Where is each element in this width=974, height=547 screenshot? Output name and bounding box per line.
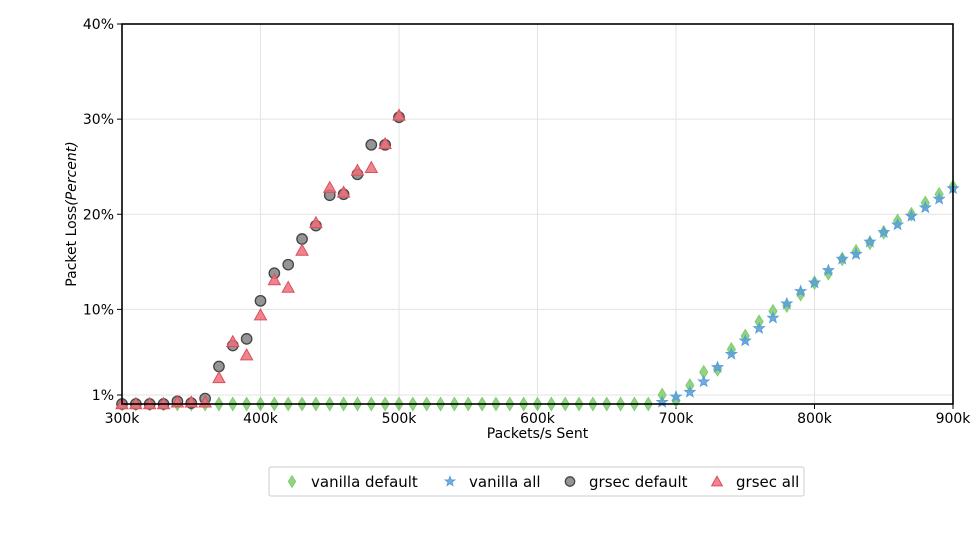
point-grsec-all <box>281 280 296 293</box>
point-vanilla-all <box>780 296 794 310</box>
y-axis-label: Packet Loss(Percent) <box>64 141 80 286</box>
point-vanilla-all <box>738 333 752 347</box>
y-axis-label-italic: (Percent) <box>64 141 80 205</box>
point-vanilla-all <box>863 234 877 248</box>
x-tick-label: 400k <box>243 411 279 427</box>
x-tick-label: 500k <box>382 411 418 427</box>
y-tick-label: 10% <box>83 302 114 318</box>
grid-layer <box>121 23 954 404</box>
point-grsec-all <box>378 136 392 150</box>
point-grsec-all <box>350 163 365 176</box>
point-grsec-all <box>295 243 309 256</box>
point-vanilla-all <box>669 389 683 403</box>
point-vanilla-all <box>849 247 863 260</box>
point-vanilla-all <box>891 217 905 231</box>
point-vanilla-all <box>724 347 738 360</box>
point-grsec-default <box>254 294 267 307</box>
legend: vanilla default vanilla all grsec default g… <box>268 466 805 497</box>
point-vanilla-all <box>794 284 808 297</box>
point-vanilla-all <box>835 252 849 265</box>
point-grsec-all <box>309 215 323 229</box>
legend-box <box>268 466 805 497</box>
point-grsec-default <box>296 233 308 245</box>
ticks-layer: 300k 400k 500k 600k 700k 800k 900k 1% 10% 20% 30% 4… <box>83 17 971 427</box>
point-grsec-default <box>365 138 378 151</box>
point-vanilla-all <box>697 374 711 388</box>
legend-label-vanilla-default: vanilla default <box>311 473 418 491</box>
point-vanilla-all <box>932 192 946 205</box>
point-vanilla-all <box>710 360 725 374</box>
x-axis-label: Packets/s Sent <box>487 426 589 442</box>
y-axis-label-main: Packet Loss <box>64 206 80 287</box>
x-tick-label: 600k <box>520 411 556 427</box>
legend-label-grsec-default: grsec default <box>589 473 688 491</box>
point-grsec-all <box>225 334 240 348</box>
point-grsec-all <box>267 272 282 286</box>
y-tick-label: 20% <box>83 207 114 223</box>
plot-frame <box>121 23 954 405</box>
x-tick-label: 900k <box>936 411 972 427</box>
legend-marker-vanilla-default <box>287 474 297 489</box>
point-grsec-default <box>282 258 295 271</box>
point-grsec-all <box>392 108 406 121</box>
y-tick-label: 40% <box>83 17 114 33</box>
legend-marker-grsec-default <box>564 476 576 487</box>
legend-label-grsec-all: grsec all <box>736 473 799 491</box>
point-grsec-all <box>336 185 351 198</box>
point-grsec-all <box>364 160 379 173</box>
point-vanilla-all <box>807 275 822 289</box>
point-grsec-all <box>239 348 254 361</box>
point-vanilla-all <box>904 209 919 222</box>
point-vanilla-all <box>683 385 697 398</box>
legend-marker-vanilla-all <box>443 475 457 487</box>
x-tick-label: 300k <box>105 411 141 427</box>
point-grsec-default <box>213 360 225 373</box>
point-grsec-all <box>212 370 226 384</box>
x-tick-label: 800k <box>797 411 833 427</box>
legend-marker-grsec-all <box>710 475 724 487</box>
points-layer <box>115 108 960 412</box>
point-grsec-all <box>253 308 268 321</box>
legend-label-vanilla-all: vanilla all <box>469 473 541 491</box>
point-grsec-default <box>240 333 253 345</box>
point-grsec-all <box>322 180 337 193</box>
point-vanilla-all <box>766 311 780 324</box>
point-vanilla-all <box>877 225 891 238</box>
y-tick-label: 1% <box>92 388 114 404</box>
point-vanilla-all <box>918 200 932 214</box>
y-tick-label: 30% <box>83 112 114 128</box>
point-vanilla-all <box>655 395 669 408</box>
x-tick-label: 700k <box>659 411 695 427</box>
point-vanilla-all <box>821 263 835 276</box>
point-vanilla-all <box>752 321 766 335</box>
